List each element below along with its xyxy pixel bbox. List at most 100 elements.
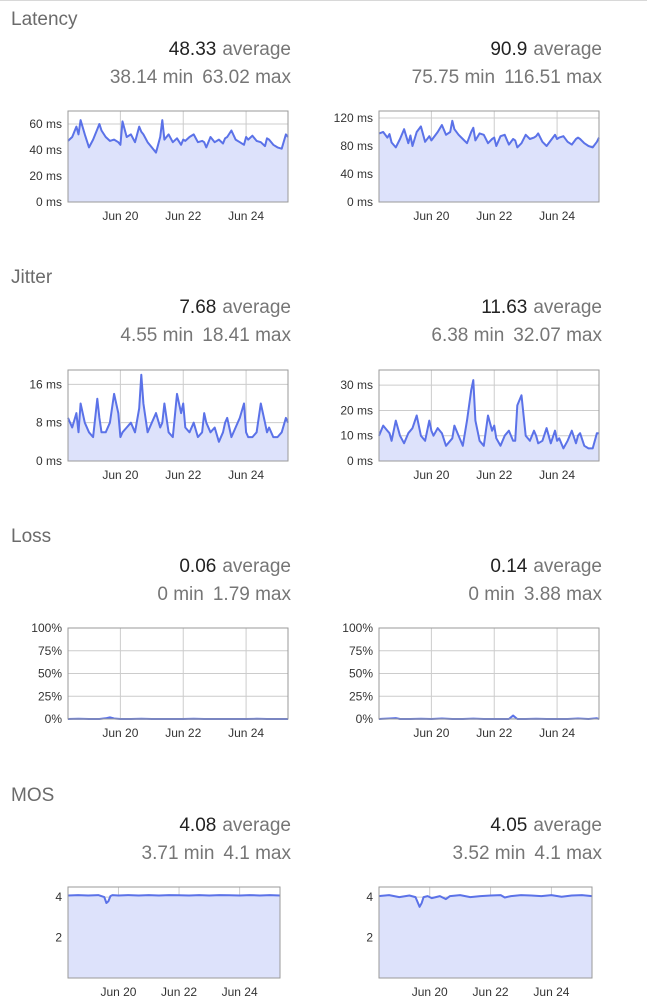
x-tick-label: Jun 24	[228, 209, 264, 223]
y-tick-label: 25%	[38, 689, 62, 703]
average-label: average	[533, 297, 602, 318]
x-tick-label: Jun 24	[539, 209, 575, 223]
y-tick-label: 75%	[38, 644, 62, 658]
latency-chart-left: 0 ms 20 ms 40 ms 60 ms Jun 20 Jun 22 Jun 24	[29, 110, 289, 223]
y-tick-label: 10 ms	[340, 429, 373, 443]
max-value: 4.1 max	[534, 843, 602, 864]
x-tick-label: Jun 20	[102, 468, 138, 482]
stats-left: 48.33 average 38.14 min 63.02 max	[0, 39, 291, 89]
average-label: average	[222, 556, 291, 577]
x-tick-label: Jun 22	[476, 726, 512, 740]
y-tick-label: 0 ms	[36, 454, 62, 468]
latency-chart-right: 0 ms 40 ms 80 ms 120 ms Jun 20 Jun 22 Jun 24	[334, 110, 600, 223]
top-divider	[0, 0, 647, 1]
stats-left: 7.68 average 4.55 min 18.41 max	[0, 297, 291, 347]
y-tick-label: 100%	[342, 621, 373, 635]
stats-left: 4.08 average 3.71 min 4.1 max	[0, 815, 291, 865]
max-value: 1.79 max	[212, 584, 291, 605]
y-tick-label: 4	[55, 890, 62, 904]
x-tick-label: Jun 20	[100, 985, 136, 998]
plot-frame	[378, 110, 600, 203]
section-title: Loss	[11, 526, 52, 547]
series-line	[378, 379, 599, 450]
series-line	[67, 894, 281, 904]
mos-chart-right: 2 4 Jun 20 Jun 22 Jun 24	[366, 886, 593, 998]
average-label: average	[533, 556, 602, 577]
max-value: 63.02 max	[202, 67, 291, 88]
stats-right: 0.14 average 0 min 3.88 max	[302, 556, 602, 606]
y-tick-label: 60 ms	[29, 117, 62, 131]
y-tick-label: 0 ms	[347, 454, 373, 468]
plot-frame	[378, 369, 600, 462]
x-tick-label: Jun 22	[165, 209, 201, 223]
y-tick-label: 20 ms	[340, 403, 373, 417]
x-tick-label: Jun 24	[228, 468, 264, 482]
stats-right: 4.05 average 3.52 min 4.1 max	[302, 815, 602, 865]
x-tick-label: Jun 24	[228, 726, 264, 740]
average-label: average	[533, 815, 602, 836]
max-value: 4.1 max	[223, 843, 291, 864]
min-value: 75.75 min	[411, 67, 496, 88]
x-tick-label: Jun 24	[533, 985, 569, 998]
mos-chart-left: 2 4 Jun 20 Jun 22 Jun 24	[55, 886, 281, 998]
x-tick-label: Jun 20	[413, 209, 449, 223]
y-tick-label: 2	[55, 931, 62, 945]
x-tick-label: Jun 24	[539, 468, 575, 482]
series-area	[379, 120, 599, 202]
max-value: 32.07 max	[513, 325, 602, 346]
average-value: 11.63	[481, 297, 528, 318]
series-area	[68, 895, 280, 978]
average-label: average	[222, 815, 291, 836]
x-tick-label: Jun 24	[222, 985, 258, 998]
x-tick-label: Jun 20	[413, 726, 449, 740]
y-tick-label: 20 ms	[29, 169, 62, 183]
average-value: 48.33	[168, 39, 217, 60]
average-value: 0.06	[179, 556, 217, 577]
average-label: average	[533, 39, 602, 60]
x-tick-label: Jun 22	[161, 985, 197, 998]
y-tick-label: 50%	[38, 667, 62, 681]
x-tick-label: Jun 20	[102, 726, 138, 740]
loss-chart-left: 0% 25% 50% 75% 100% Jun 20 Jun 22 Jun 24	[31, 621, 289, 740]
x-tick-label: Jun 22	[165, 726, 201, 740]
series-area	[68, 120, 288, 202]
series-line	[378, 714, 600, 720]
y-tick-label: 40 ms	[29, 143, 62, 157]
series-line	[378, 894, 593, 908]
y-tick-label: 0%	[356, 712, 374, 726]
x-tick-label: Jun 22	[165, 468, 201, 482]
y-tick-label: 16 ms	[29, 377, 62, 391]
y-tick-label: 0 ms	[36, 195, 62, 209]
stats-right: 90.9 average 75.75 min 116.51 max	[302, 39, 602, 89]
plot-frame	[378, 627, 600, 720]
average-value: 7.68	[179, 297, 217, 318]
x-tick-label: Jun 20	[412, 985, 448, 998]
series-line	[67, 119, 289, 154]
y-tick-label: 50%	[349, 667, 373, 681]
series-line	[378, 119, 600, 149]
jitter-chart-right: 0 ms 10 ms 20 ms 30 ms Jun 20 Jun 22 Jun 24	[340, 369, 600, 482]
plot-frame	[67, 627, 289, 720]
y-tick-label: 0%	[45, 712, 63, 726]
x-tick-label: Jun 22	[473, 985, 509, 998]
y-tick-label: 120 ms	[334, 111, 373, 125]
y-tick-label: 40 ms	[340, 167, 373, 181]
average-value: 4.05	[490, 815, 528, 836]
y-tick-label: 25%	[349, 689, 373, 703]
x-tick-label: Jun 22	[476, 468, 512, 482]
average-value: 0.14	[490, 556, 528, 577]
max-value: 116.51 max	[504, 67, 602, 88]
max-value: 18.41 max	[202, 325, 291, 346]
min-value: 0 min	[157, 584, 204, 605]
min-value: 3.71 min	[141, 843, 215, 864]
x-tick-label: Jun 22	[476, 209, 512, 223]
series-area	[379, 895, 592, 978]
x-tick-label: Jun 24	[539, 726, 575, 740]
y-tick-label: 8 ms	[36, 416, 62, 430]
y-tick-label: 75%	[349, 644, 373, 658]
average-label: average	[222, 39, 291, 60]
min-value: 6.38 min	[431, 325, 505, 346]
x-tick-label: Jun 20	[102, 209, 138, 223]
series-area	[68, 374, 288, 461]
min-value: 3.52 min	[452, 843, 526, 864]
